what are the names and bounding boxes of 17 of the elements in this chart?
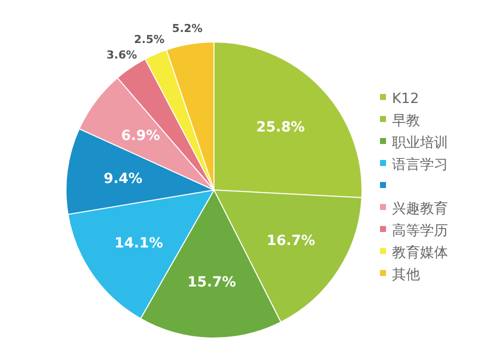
data-label: 5.2% [172,22,203,36]
legend-label: 语言学习 [392,156,448,173]
data-label: 16.7% [266,232,316,249]
data-label: 6.9% [121,128,160,144]
data-label: 2.5% [134,33,165,46]
data-label: 9.4% [104,170,142,187]
legend-label: 高等学历 [392,222,448,239]
legend-label: 职业培训 [392,134,448,151]
legend-label: K12 [392,90,419,107]
data-label: 15.7% [187,274,236,291]
legend-label: 教育媒体 [392,244,448,261]
legend-label: 兴趣教育 [392,200,448,217]
legend-label: 早教 [392,112,420,129]
legend-label: 其他 [392,266,420,283]
data-label: 25.8% [256,120,305,136]
data-label: 3.6% [106,48,137,62]
data-label: 14.1% [114,235,163,252]
